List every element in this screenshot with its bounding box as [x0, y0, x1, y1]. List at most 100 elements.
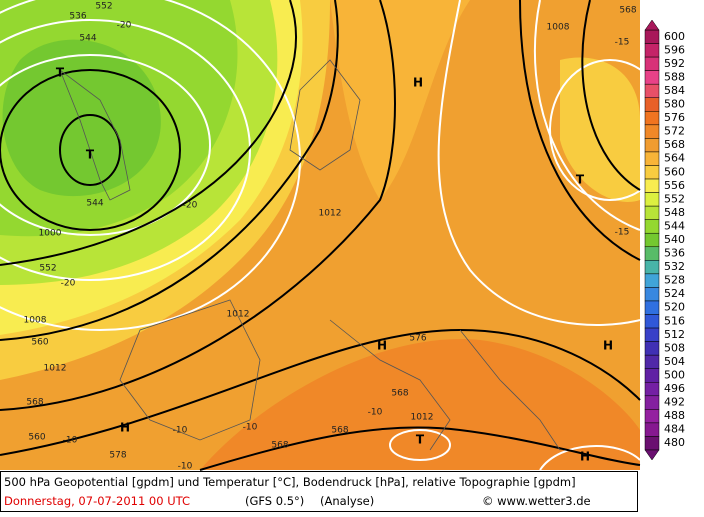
contour-label: -20 [61, 279, 76, 289]
contour-label: 568 [26, 398, 43, 408]
pressure-center: T [86, 148, 95, 162]
contour-label: -15 [615, 228, 630, 238]
pressure-center: T [416, 433, 425, 447]
contour-label: 544 [79, 34, 96, 44]
colorbar-label: 588 [664, 70, 685, 83]
colorbar-label: 572 [664, 125, 685, 138]
pressure-center: H [413, 76, 423, 90]
green-field [2, 39, 161, 197]
colorbar-label: 512 [664, 328, 685, 341]
colorbar-label: 488 [664, 409, 685, 422]
footer-date: Donnerstag, 07-07-2011 00 UTC [4, 494, 190, 508]
footer-run: (Analyse) [320, 494, 374, 508]
contour-label: 568 [271, 441, 288, 451]
colorbar-label: 528 [664, 274, 685, 287]
temperature-contours [0, 0, 641, 461]
contour-label: -10 [173, 426, 188, 436]
colorbar-cell [644, 436, 660, 451]
colorbar-cell [644, 314, 660, 329]
colorbar-arrow [644, 449, 660, 461]
contour-label: 578 [109, 451, 126, 461]
colorbar-label: 500 [664, 368, 685, 381]
colorbar-label: 496 [664, 382, 685, 395]
colorbar-cell [644, 111, 660, 126]
colorbar-label: 516 [664, 314, 685, 327]
footer-copyright: © www.wetter3.de [482, 494, 591, 508]
contour-label: -20 [117, 21, 132, 31]
colorbar-cell [644, 382, 660, 397]
colorbar-cell [644, 368, 660, 383]
colorbar-cell [644, 300, 660, 315]
colorbar-cell [644, 246, 660, 261]
colorbar-label: 552 [664, 192, 685, 205]
colorbar-cell [644, 232, 660, 248]
contour-label: 1012 [227, 310, 250, 320]
contour-label: 552 [95, 2, 112, 12]
colorbar-arrow [644, 19, 660, 31]
colorbar-cell [644, 124, 660, 139]
colorbar-cell [644, 260, 660, 275]
colorbar-cell [644, 273, 660, 288]
colorbar-label: 544 [664, 219, 685, 232]
contour-label: 1008 [547, 23, 570, 33]
colorbar-label: 484 [664, 423, 685, 436]
colorbar-label: 564 [664, 152, 685, 165]
pressure-center: H [580, 450, 590, 464]
map: 552 536 -20 544 T T 544 -20 1000 552 -20 1008 560 101… [0, 0, 641, 472]
pressure-center: T [576, 173, 585, 187]
colorbar-cell [644, 83, 660, 98]
contour-label: 1012 [44, 364, 67, 374]
colorbar-cell [644, 43, 660, 58]
colorbar-label: 576 [664, 111, 685, 124]
colorbar-label: 504 [664, 355, 685, 368]
colorbar-cell [644, 151, 660, 166]
contour-label: 576 [409, 334, 426, 344]
contour-label: 568 [331, 426, 348, 436]
colorbar-cell [644, 327, 660, 342]
contour-label: -10 [243, 423, 258, 433]
contour-label: -15 [615, 38, 630, 48]
colorbar-label: 508 [664, 341, 685, 354]
colorbar-cell [644, 422, 660, 437]
colorbar-label: 548 [664, 206, 685, 219]
contour-label: 560 [31, 338, 48, 348]
colorbar-label: 556 [664, 179, 685, 192]
geopotential-contours [0, 0, 641, 471]
colorbar-cell [644, 287, 660, 302]
yellow-field [560, 57, 640, 202]
colorbar-label: 540 [664, 233, 685, 246]
colorbar-cell [644, 205, 660, 220]
colorbar-label: 580 [664, 98, 685, 111]
contour-label: -10 [63, 436, 78, 446]
colorbar-label: 560 [664, 165, 685, 178]
footer: 500 hPa Geopotential [gpdm] und Temperat… [0, 471, 638, 512]
colorbar-cell [644, 219, 660, 234]
colorbar-cell [644, 354, 660, 369]
coastlines [59, 59, 561, 451]
contour-label: -20 [183, 201, 198, 211]
contour-label: 560 [28, 433, 45, 443]
colorbar-label: 596 [664, 43, 685, 56]
pressure-center: H [377, 339, 387, 353]
pressure-center: H [603, 339, 613, 353]
footer-title: 500 hPa Geopotential [gpdm] und Temperat… [4, 475, 576, 489]
contour-label: 1000 [39, 229, 62, 239]
colorbar-cell [644, 29, 660, 44]
colorbar-label: 520 [664, 301, 685, 314]
colorbar: 6005965925885845805765725685645605565525… [644, 19, 685, 461]
colorbar-label: 600 [664, 30, 685, 43]
contour-label: -10 [178, 462, 193, 472]
contour-label: 568 [391, 389, 408, 399]
footer-box [0, 471, 638, 512]
colorbar-label: 592 [664, 57, 685, 70]
contour-label: 1012 [319, 209, 342, 219]
colorbar-label: 532 [664, 260, 685, 273]
colorbar-label: 584 [664, 84, 685, 97]
contour-label: 544 [86, 199, 103, 209]
colorbar-cell [644, 138, 660, 153]
contour-label: 1012 [411, 413, 434, 423]
contour-label: 1008 [24, 316, 47, 326]
colorbar-label: 536 [664, 247, 685, 260]
colorbar-cell [644, 56, 660, 71]
